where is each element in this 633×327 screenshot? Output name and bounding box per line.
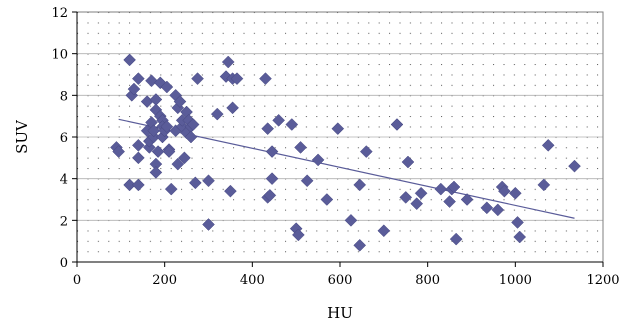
data-point [390, 118, 404, 131]
data-point [265, 145, 279, 158]
data-point [377, 224, 391, 238]
x-tick-label: 400 [240, 273, 265, 288]
data-point [145, 74, 158, 88]
data-point [353, 178, 367, 192]
data-point [178, 151, 191, 165]
x-tick-label: 200 [152, 273, 177, 288]
data-point [151, 145, 165, 158]
data-point [147, 124, 161, 138]
data-point [123, 178, 136, 192]
x-tick-label: 600 [328, 273, 353, 288]
data-point [184, 130, 198, 144]
data-point [537, 178, 551, 192]
data-point [164, 182, 178, 196]
data-point [272, 113, 285, 127]
data-point [320, 193, 334, 206]
data-point [265, 172, 279, 186]
data-point [132, 138, 145, 152]
data-point [112, 145, 125, 158]
data-point [171, 157, 185, 171]
axes [72, 11, 604, 267]
data-points [110, 53, 581, 252]
data-point [162, 145, 176, 158]
data-point [160, 80, 174, 94]
data-point [261, 122, 275, 136]
x-tick-label: 1000 [499, 273, 532, 288]
data-point [132, 151, 145, 165]
data-point [224, 184, 237, 198]
data-point [294, 141, 307, 154]
y-tick-label: 4 [60, 173, 68, 188]
data-point [173, 95, 187, 108]
data-point [344, 213, 358, 227]
data-point [449, 232, 463, 246]
data-point [285, 118, 299, 131]
data-point [263, 188, 277, 202]
data-point [353, 238, 367, 252]
x-tick-label: 0 [73, 273, 81, 288]
data-point [434, 182, 448, 196]
x-axis-title: HU [327, 304, 353, 322]
data-point [568, 159, 581, 173]
data-point [447, 180, 461, 194]
data-point [359, 145, 373, 158]
data-point [160, 120, 174, 133]
data-point [188, 176, 202, 190]
data-point [132, 72, 145, 86]
data-point [541, 138, 555, 152]
x-tick-labels: 0 200 400 600 800 1000 1200 [73, 273, 620, 288]
data-point [226, 101, 239, 115]
data-point [508, 186, 522, 200]
data-point [498, 184, 511, 198]
data-point [414, 186, 428, 200]
data-point [221, 55, 235, 69]
y-tick-label: 2 [60, 214, 68, 229]
data-point [399, 191, 413, 204]
data-point [132, 178, 145, 192]
y-tick-label: 6 [60, 131, 68, 146]
data-point [127, 82, 141, 96]
data-point [210, 107, 224, 121]
data-point [460, 193, 474, 206]
data-point [300, 174, 314, 188]
data-point [511, 216, 524, 229]
data-point [230, 72, 244, 86]
data-point [202, 218, 215, 231]
data-point [202, 174, 215, 188]
data-point [311, 153, 325, 167]
y-tick-label: 0 [60, 256, 68, 271]
data-point [443, 195, 456, 208]
x-tick-label: 800 [415, 273, 440, 288]
data-point [491, 203, 505, 217]
data-point [513, 230, 527, 244]
x-tick-label: 1200 [586, 273, 619, 288]
y-tick-label: 10 [51, 48, 68, 63]
y-tick-label: 8 [60, 89, 68, 104]
y-tick-label: 12 [51, 6, 68, 21]
data-point [149, 166, 163, 179]
data-point [292, 228, 305, 242]
data-point [186, 118, 200, 131]
data-point [401, 155, 415, 169]
data-point [410, 197, 424, 211]
y-tick-labels: 0 2 4 6 8 10 12 [51, 6, 68, 271]
data-point [123, 53, 136, 67]
data-point [191, 72, 204, 86]
data-point [480, 201, 494, 215]
data-point [259, 72, 272, 86]
y-axis-title: SUV [13, 119, 31, 154]
data-point [331, 122, 345, 136]
